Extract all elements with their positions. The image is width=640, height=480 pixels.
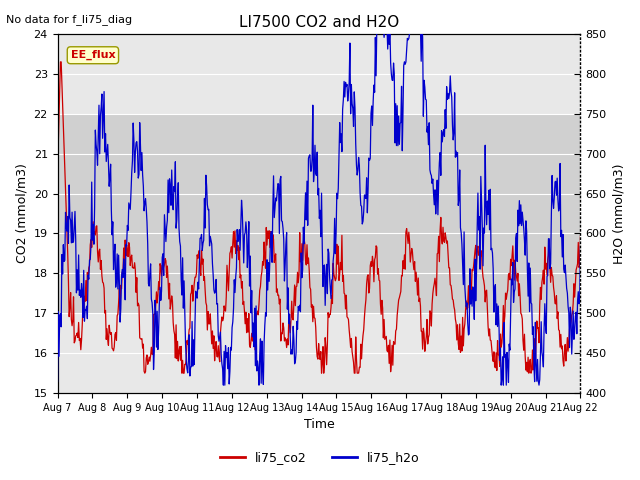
Y-axis label: CO2 (mmol/m3): CO2 (mmol/m3) [15, 164, 28, 264]
Legend: li75_co2, li75_h2o: li75_co2, li75_h2o [215, 446, 425, 469]
Title: LI7500 CO2 and H2O: LI7500 CO2 and H2O [239, 15, 399, 30]
Text: No data for f_li75_diag: No data for f_li75_diag [6, 14, 132, 25]
Text: EE_flux: EE_flux [70, 50, 115, 60]
Y-axis label: H2O (mmol/m3): H2O (mmol/m3) [612, 163, 625, 264]
X-axis label: Time: Time [303, 419, 334, 432]
Bar [58, 114, 580, 313]
